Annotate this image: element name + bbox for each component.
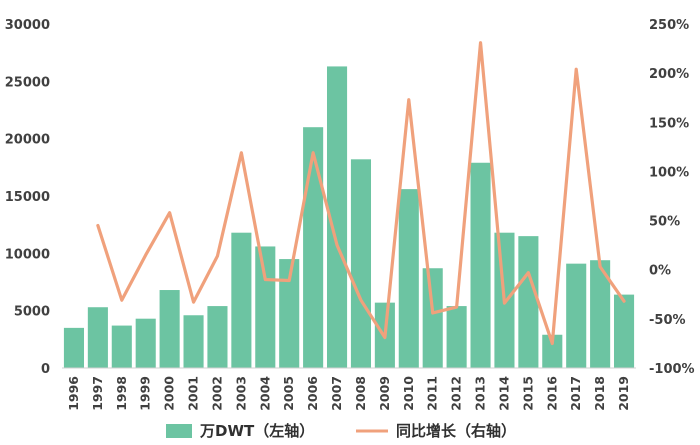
- left-tick-label: 25000: [5, 75, 50, 90]
- right-tick-label: 250%: [649, 18, 689, 33]
- bar-2019: [613, 294, 635, 368]
- bar-1999: [135, 318, 156, 368]
- x-tick-label: 2001: [186, 376, 201, 411]
- x-tick-label: 1999: [138, 376, 153, 411]
- legend: 万DWT（左轴） 同比增长（右轴）: [166, 422, 516, 440]
- bar-2001: [183, 315, 204, 368]
- left-tick-label: 20000: [5, 133, 50, 148]
- x-tick-label: 2018: [592, 376, 607, 411]
- x-tick-label: 2014: [496, 376, 511, 411]
- bar-2018: [590, 260, 611, 368]
- x-tick-label: 2011: [425, 376, 440, 411]
- x-tick-label: 2010: [401, 376, 416, 411]
- right-tick-label: 200%: [649, 67, 689, 82]
- left-tick-label: 10000: [5, 247, 50, 262]
- legend-line-label: 同比增长（右轴）: [396, 422, 516, 440]
- bar-2002: [207, 306, 228, 368]
- x-tick-label: 2012: [449, 376, 464, 411]
- left-tick-label: 30000: [5, 18, 50, 33]
- right-axis-ticks: -100% -50% 0% 50% 100% 150% 200% 250%: [649, 18, 695, 377]
- bar-1997: [87, 307, 108, 368]
- x-tick-label: 2003: [233, 376, 248, 411]
- bar-2006: [303, 127, 324, 368]
- bar-2013: [470, 162, 491, 368]
- x-tick-label: 2000: [162, 376, 177, 411]
- x-tick-label: 2013: [473, 376, 488, 411]
- x-tick-label: 1998: [114, 376, 129, 411]
- x-tick-label: 2006: [305, 376, 320, 411]
- bar-2003: [231, 232, 252, 368]
- right-tick-label: 100%: [649, 165, 689, 180]
- legend-bar-swatch: [166, 424, 192, 438]
- right-tick-label: 150%: [649, 116, 689, 131]
- bar-series: [63, 66, 635, 368]
- x-tick-label: 2005: [281, 376, 296, 411]
- x-tick-label: 2019: [616, 376, 631, 411]
- bar-2016: [542, 334, 563, 368]
- bar-2015: [518, 236, 539, 368]
- bar-2000: [159, 290, 180, 368]
- left-tick-label: 15000: [5, 190, 50, 205]
- right-tick-label: -50%: [649, 313, 686, 328]
- bar-2011: [422, 268, 443, 368]
- bar-2007: [326, 66, 348, 368]
- bar-1996: [63, 327, 85, 368]
- line-series: [96, 41, 626, 346]
- x-tick-label: 2009: [377, 376, 392, 411]
- bar-2012: [446, 306, 467, 368]
- left-tick-label: 5000: [14, 305, 50, 320]
- bar-2004: [255, 246, 276, 368]
- bar-2005: [279, 259, 300, 368]
- legend-bar-label: 万DWT（左轴）: [199, 422, 314, 440]
- bar-2010: [398, 189, 419, 368]
- x-tick-label: 2002: [209, 376, 224, 411]
- x-axis-ticks: 1996 1997 1998 1999 2000 2001 2002 2003 2004 2005…: [66, 376, 631, 411]
- left-axis-ticks: 0 5000 10000 15000 20000 25000 30000: [5, 18, 50, 377]
- x-tick-label: 1996: [66, 376, 81, 411]
- x-tick-label: 2015: [520, 376, 535, 411]
- right-tick-label: -100%: [649, 362, 695, 377]
- bar-2017: [566, 263, 587, 368]
- x-tick-label: 2007: [329, 376, 344, 411]
- bar-2008: [350, 159, 372, 368]
- left-tick-label: 0: [41, 362, 50, 377]
- x-tick-label: 1997: [90, 376, 105, 411]
- x-tick-label: 2008: [353, 376, 368, 411]
- growth-line: [96, 41, 626, 346]
- right-tick-label: 50%: [649, 215, 680, 230]
- right-tick-label: 0%: [649, 264, 671, 279]
- x-tick-label: 2016: [544, 376, 559, 411]
- bar-1998: [111, 325, 132, 368]
- x-tick-label: 2004: [257, 376, 272, 411]
- x-tick-label: 2017: [568, 376, 583, 411]
